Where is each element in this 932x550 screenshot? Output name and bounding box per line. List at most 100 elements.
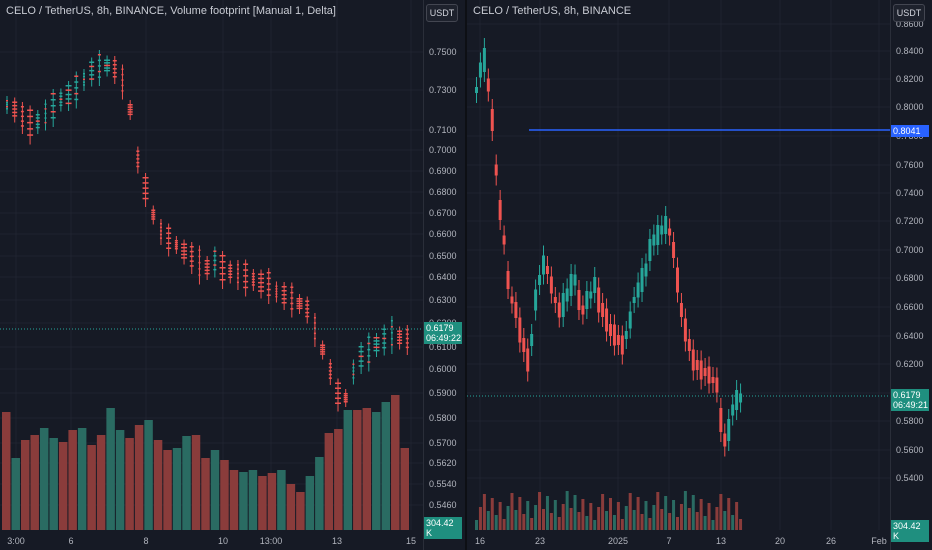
left-y-tick: 0.7300 [429,85,457,95]
left-footprint-cell [266,277,271,280]
left-footprint-cell [151,213,156,216]
right-candle-body [490,109,494,131]
left-footprint-cell [405,333,409,335]
left-chart-canvas[interactable] [0,0,465,550]
left-footprint-cell [358,350,364,353]
right-volume-bar [542,509,545,530]
left-footprint-cell [290,291,294,294]
left-footprint-cell [166,232,172,234]
right-chart-pane[interactable]: CELO / TetherUS, 8h, BINANCE 0.8600 0.840… [467,0,932,550]
left-footprint-cell [20,120,24,122]
left-footprint-cell [159,230,162,232]
right-candle-body [478,62,482,78]
right-price-axis[interactable]: 0.86000.84000.82000.80000.78000.76000.74… [890,0,932,550]
left-footprint-cell [127,113,133,116]
left-footprint-cell [151,209,156,211]
left-footprint-cell [198,268,201,270]
left-volume-bar [2,412,11,530]
right-candle-body [719,408,723,432]
left-volume-bar [106,408,115,530]
left-footprint-cell [174,246,178,248]
left-footprint-cell [74,92,79,95]
left-footprint-cell [367,355,371,357]
left-volume-bar [134,425,144,530]
left-currency-button[interactable]: USDT [426,4,458,22]
left-footprint-cell [281,298,287,300]
right-volume-bar [569,508,573,530]
right-candle-body [585,291,589,309]
right-volume-bar [612,515,616,530]
left-footprint-cell [35,120,40,122]
left-footprint-cell [27,109,34,111]
left-y-tick: 0.6700 [429,208,457,218]
right-chart-canvas[interactable] [467,0,932,550]
left-footprint-cell [97,76,101,78]
left-footprint-cell [373,337,380,339]
left-footprint-cell [328,373,332,376]
right-volume-bar [538,492,542,530]
right-volume-bar [482,494,486,530]
left-footprint-cell [27,128,34,130]
right-volume-bar [589,503,593,530]
right-candle-body [695,360,699,370]
right-chart-legend[interactable]: CELO / TetherUS, 8h, BINANCE [473,5,632,17]
left-chart-pane[interactable]: CELO / TetherUS, 8h, BINANCE, Volume foo… [0,0,466,550]
left-footprint-cell [89,78,95,80]
right-currency-button[interactable]: USDT [893,4,925,22]
left-footprint-cell [44,121,47,124]
left-footprint-cell [228,276,233,278]
left-footprint-cell [275,295,278,298]
left-footprint-cell [343,393,348,395]
left-footprint-cell [313,322,316,324]
left-y-tick: 0.7500 [429,47,457,57]
left-footprint-cell [44,108,47,110]
left-volume-bar [277,470,286,530]
right-candle-body [668,228,672,236]
left-last-price: 0.6179 [426,323,454,333]
right-y-tick: 0.8400 [896,46,924,56]
right-candle-body [561,293,565,317]
left-footprint-cell [166,227,172,229]
left-footprint-cell [313,332,316,335]
left-chart-legend[interactable]: CELO / TetherUS, 8h, BINANCE, Volume foo… [6,5,336,17]
left-footprint-cell [258,290,265,292]
right-volume-bar [660,509,664,530]
left-y-tick: 0.5800 [429,413,457,423]
left-footprint-cell [352,373,355,376]
right-last-price-tag: 0.6179 06:49:21 [891,389,929,411]
left-footprint-cell [89,74,95,76]
left-footprint-cell [174,244,178,246]
right-candle-body [542,255,545,275]
left-volume-bar [343,410,353,530]
left-footprint-cell [373,340,380,342]
left-footprint-cell [65,102,72,105]
left-footprint-cell [82,81,85,83]
right-volume-bar [605,511,609,530]
left-volume-bar [87,445,96,530]
left-footprint-cell [65,98,72,100]
left-footprint-cell [174,240,178,242]
left-volume-bar [96,435,106,530]
left-footprint-cell [159,233,162,236]
right-candle-body [652,234,656,246]
pane-divider[interactable] [465,0,467,550]
left-volume-bar [286,484,296,530]
left-footprint-cell [305,311,310,314]
right-y-tick: 0.5800 [896,416,924,426]
left-footprint-cell [20,106,24,108]
left-price-axis[interactable]: 0.7500 0.7300 0.7100 0.7000 0.6900 0.6800 0.67… [423,0,466,550]
right-y-tick: 0.8000 [896,102,924,112]
left-footprint-cell [281,302,287,304]
left-footprint-cell [213,264,217,266]
right-candle-body [514,302,518,318]
left-footprint-cell [405,329,409,331]
left-footprint-cell [142,177,149,179]
right-candle-body [660,225,664,235]
left-footprint-cell [228,264,233,266]
left-footprint-cell [243,286,249,289]
left-volume-bar [11,458,20,530]
right-candle-body [506,271,510,289]
left-footprint-cell [219,279,226,281]
left-x-tick: 3:00 [7,536,25,546]
left-footprint-cell [328,377,332,379]
